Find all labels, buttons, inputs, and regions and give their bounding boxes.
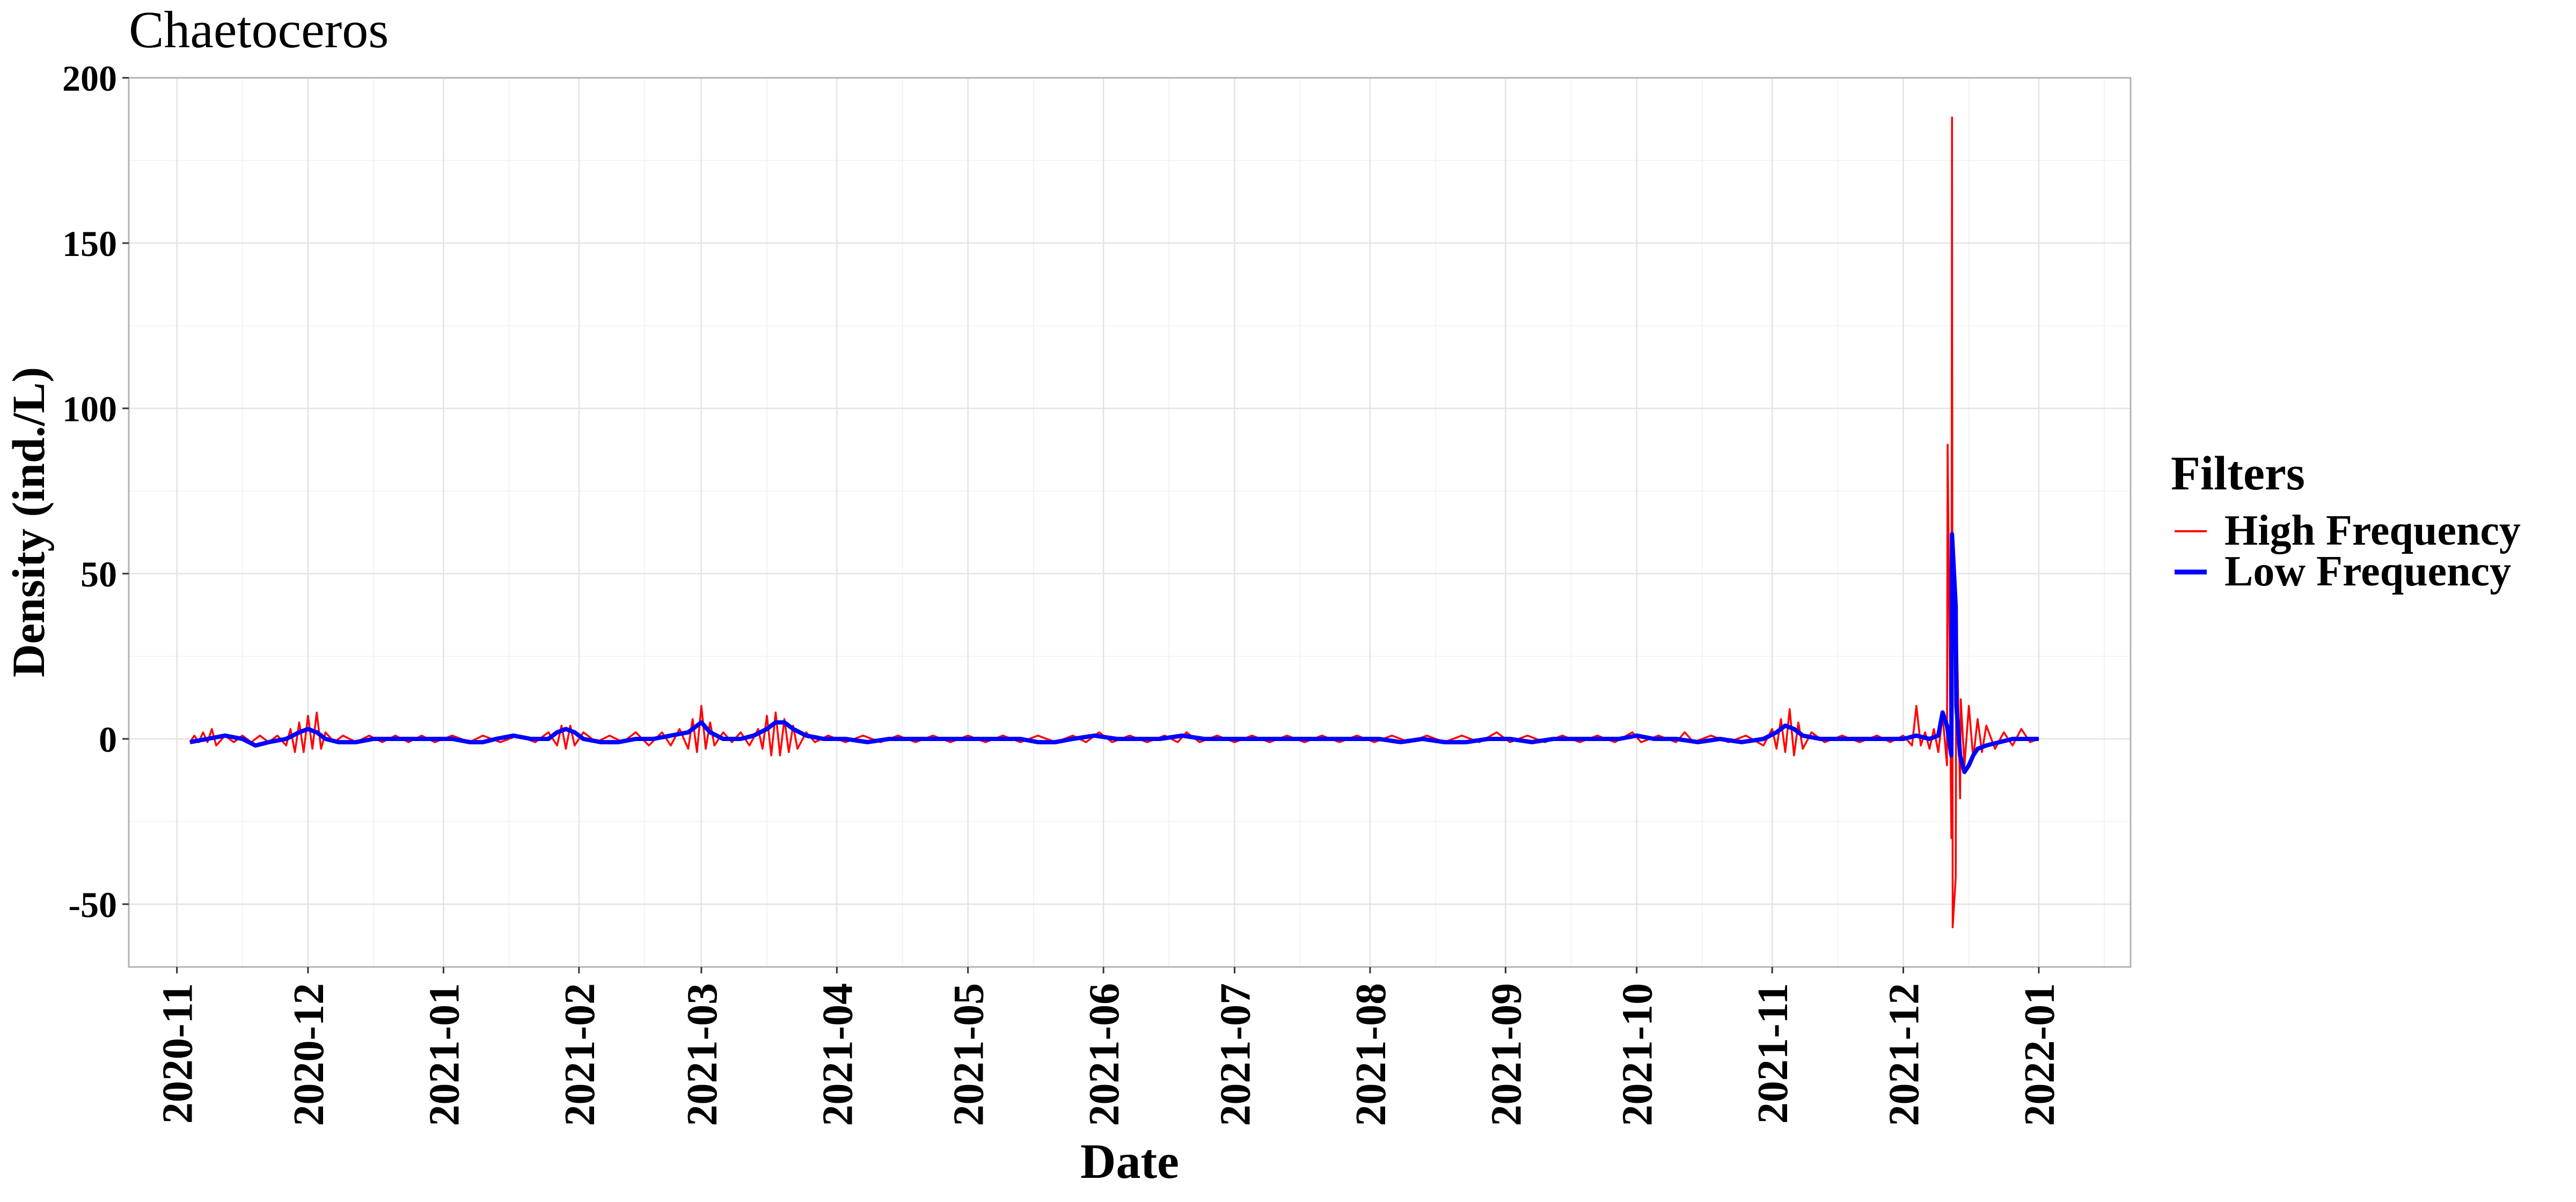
grid-minor bbox=[129, 78, 2131, 967]
y-axis-label: Density (ind./L) bbox=[3, 367, 54, 677]
y-tick-label: 200 bbox=[62, 58, 117, 99]
series-layer bbox=[189, 116, 2039, 928]
y-tick-label: 50 bbox=[80, 554, 117, 595]
x-tick-label: 2021-10 bbox=[1614, 983, 1662, 1126]
legend: Filters High Frequency Low Frequency bbox=[2171, 447, 2521, 595]
x-tick-label: 2021-09 bbox=[1483, 983, 1530, 1126]
x-tick-label: 2021-01 bbox=[421, 983, 468, 1126]
x-tick-label: 2021-12 bbox=[1881, 983, 1928, 1126]
y-tick-label: 100 bbox=[62, 389, 117, 429]
x-tick-label: 2021-05 bbox=[946, 983, 993, 1126]
x-tick-label: 2021-02 bbox=[557, 983, 604, 1126]
x-axis: 2020-11 2020-12 2021-01 2021-02 2021-03 2021-… bbox=[155, 967, 2063, 1126]
y-tick-label: -50 bbox=[68, 884, 117, 925]
x-tick-label: 2020-11 bbox=[155, 983, 202, 1124]
series-line-low-frequency bbox=[189, 532, 2039, 774]
chart-title: Chaetoceros bbox=[129, 1, 389, 59]
x-tick-label: 2021-11 bbox=[1750, 983, 1797, 1124]
x-tick-label: 2021-03 bbox=[679, 983, 726, 1126]
x-tick-label: 2021-04 bbox=[814, 983, 861, 1126]
x-axis-label: Date bbox=[1080, 1134, 1179, 1189]
x-tick-label: 2021-07 bbox=[1212, 983, 1259, 1126]
x-tick-label: 2022-01 bbox=[2016, 983, 2063, 1126]
x-tick-label: 2021-08 bbox=[1348, 983, 1395, 1126]
y-tick-label: 0 bbox=[99, 719, 117, 760]
legend-label-low-frequency: Low Frequency bbox=[2224, 548, 2511, 595]
legend-label-high-frequency: High Frequency bbox=[2224, 507, 2521, 554]
plot-border bbox=[128, 77, 2132, 968]
plot-panel bbox=[129, 78, 2131, 967]
y-tick-label: 150 bbox=[62, 223, 117, 264]
legend-title: Filters bbox=[2171, 447, 2305, 500]
y-axis: -50 0 50 100 150 200 bbox=[62, 58, 129, 925]
x-tick-label: 2021-06 bbox=[1081, 983, 1128, 1126]
x-tick-label: 2020-12 bbox=[286, 983, 333, 1126]
